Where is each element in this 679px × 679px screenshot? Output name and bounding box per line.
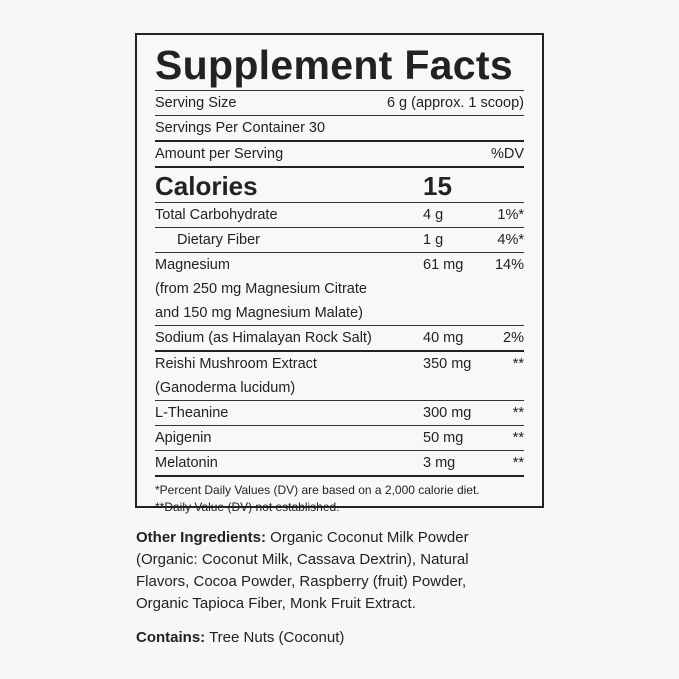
nutrient-dv: ** — [512, 356, 524, 372]
nutrient-amount: 1 g — [423, 232, 444, 248]
contains-text: Tree Nuts (Coconut) — [205, 629, 345, 646]
nutrient-row: Dietary Fiber 1 g 4%* — [155, 228, 524, 253]
dv-header: %DV — [490, 146, 524, 162]
nutrient-name: Magnesium — [155, 257, 230, 273]
footnotes: *Percent Daily Values (DV) are based on … — [155, 482, 524, 516]
nutrient-dv: ** — [512, 430, 524, 446]
serving-size-row: Serving Size 6 g (approx. 1 scoop) — [155, 90, 524, 116]
panel-title: Supplement Facts — [155, 42, 513, 88]
nutrient-name: (Ganoderma lucidum) — [155, 380, 296, 396]
nutrient-amount: 50 mg — [423, 430, 464, 446]
nutrient-amount: 300 mg — [423, 405, 472, 421]
nutrient-name: Dietary Fiber — [177, 232, 260, 248]
allergen-contains: Contains: Tree Nuts (Coconut) — [136, 627, 344, 649]
amount-header-row: Amount per Serving %DV — [155, 142, 524, 168]
nutrient-row: L-Theanine 300 mg ** — [155, 401, 524, 426]
servings-per-container: Servings Per Container 30 — [155, 120, 326, 136]
nutrient-name: L-Theanine — [155, 405, 229, 421]
contains-label: Contains: — [136, 629, 206, 646]
footnote: **Daily Value (DV) not established. — [155, 500, 340, 514]
nutrient-amount: 61 mg — [423, 257, 464, 273]
nutrient-row: Melatonin 3 mg ** — [155, 451, 524, 477]
serving-size-label: Serving Size — [155, 95, 237, 111]
nutrient-name: (from 250 mg Magnesium Citrate — [155, 281, 367, 297]
nutrient-name: Sodium (as Himalayan Rock Salt) — [155, 330, 372, 346]
nutrient-name: Melatonin — [155, 455, 218, 471]
nutrient-row: Sodium (as Himalayan Rock Salt) 40 mg 2% — [155, 326, 524, 352]
other-ingredients-label: Other Ingredients: — [136, 529, 267, 546]
nutrient-amount: 3 mg — [423, 455, 456, 471]
nutrient-dv: 14% — [494, 257, 524, 273]
supplement-facts-panel: Supplement Facts Serving Size 6 g (appro… — [135, 33, 544, 514]
nutrient-name: Reishi Mushroom Extract — [155, 356, 317, 372]
amount-header: Amount per Serving — [155, 146, 284, 162]
servings-row: Servings Per Container 30 — [155, 116, 524, 142]
nutrient-amount: 4 g — [423, 207, 444, 223]
nutrient-amount: 40 mg — [423, 330, 464, 346]
nutrient-row: Magnesium (from 250 mg Magnesium Citrate a… — [155, 253, 524, 326]
footnote: *Percent Daily Values (DV) are based on … — [155, 483, 480, 497]
nutrient-dv: ** — [512, 405, 524, 421]
calories-label: Calories — [155, 171, 258, 201]
nutrient-dv: 4%* — [497, 232, 524, 248]
calories-row: Calories 15 — [155, 168, 524, 203]
calories-value: 15 — [423, 171, 452, 201]
nutrient-name: Total Carbohydrate — [155, 207, 278, 223]
serving-size-value: 6 g (approx. 1 scoop) — [386, 95, 524, 111]
nutrient-row: Total Carbohydrate 4 g 1%* — [155, 203, 524, 228]
nutrient-dv: 1%* — [497, 207, 524, 223]
nutrient-row: Apigenin 50 mg ** — [155, 426, 524, 451]
nutrient-dv: 2% — [503, 330, 524, 346]
nutrient-name: and 150 mg Magnesium Malate) — [155, 305, 363, 321]
other-ingredients: Other Ingredients: Organic Coconut Milk … — [136, 527, 516, 615]
nutrient-dv: ** — [512, 455, 524, 471]
other-ingredients-text: Organic Coconut Milk Powder (Organic: Co… — [136, 529, 469, 612]
nutrient-row: Reishi Mushroom Extract (Ganoderma lucidu… — [155, 352, 524, 401]
nutrient-name: Apigenin — [155, 430, 212, 446]
nutrient-amount: 350 mg — [423, 356, 472, 372]
